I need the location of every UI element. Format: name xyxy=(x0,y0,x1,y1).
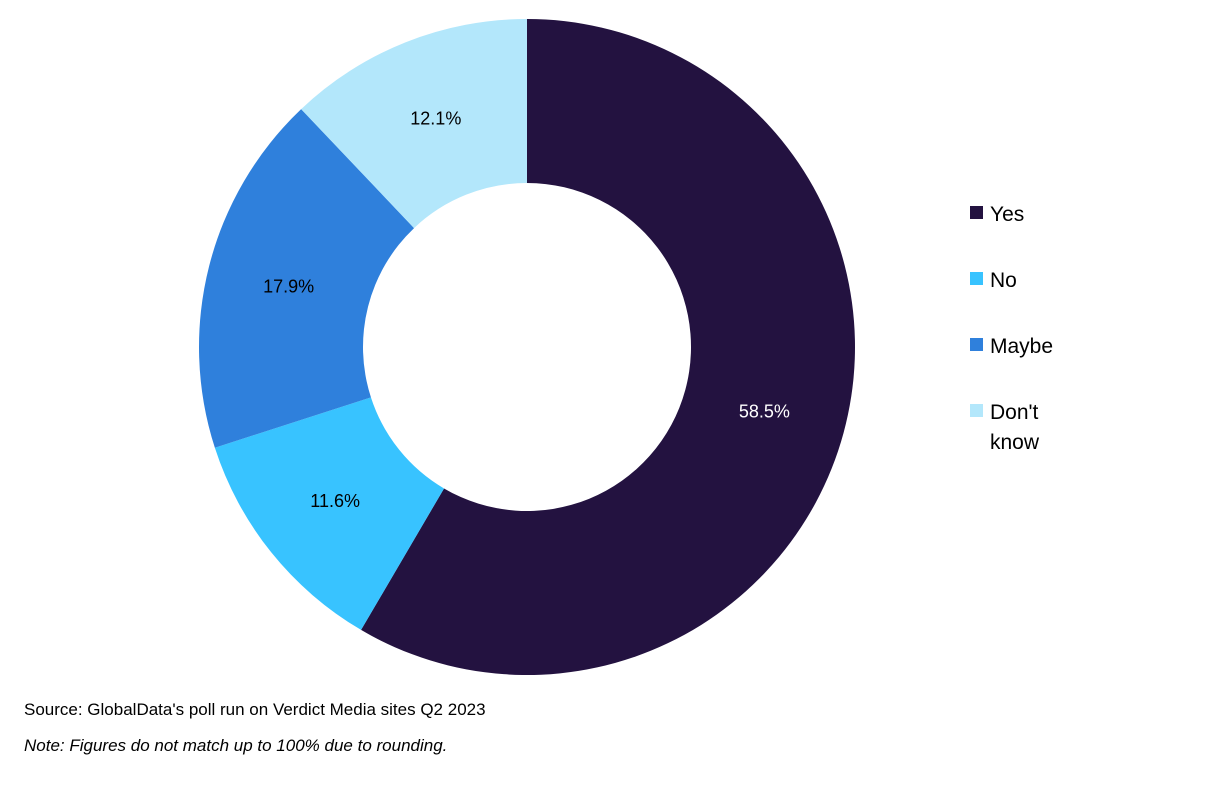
legend-label-no: No xyxy=(990,269,1017,292)
legend-item-dont-know: Don't know xyxy=(970,398,1170,458)
legend-swatch-dont-know xyxy=(970,404,983,417)
legend-label-yes: Yes xyxy=(990,203,1025,226)
legend-swatch-yes xyxy=(970,206,983,219)
slice-no xyxy=(214,397,445,630)
legend-item-yes: Yes xyxy=(970,200,1170,230)
legend-label-maybe: Maybe xyxy=(990,335,1054,358)
legend-item-no: No xyxy=(970,266,1170,296)
data-label-maybe: 17.9% xyxy=(263,276,314,296)
legend-label-dont-know: Don't know xyxy=(990,401,1040,454)
chart-legend: Yes No Maybe Don't know xyxy=(970,200,1170,494)
data-label-no: 11.6% xyxy=(310,491,360,511)
legend-item-maybe: Maybe xyxy=(970,332,1170,362)
rounding-note: Note: Figures do not match up to 100% du… xyxy=(24,736,448,755)
slice-yes xyxy=(361,19,855,675)
data-label-yes: 58.5% xyxy=(739,401,790,421)
legend-swatch-no xyxy=(970,272,983,285)
source-note: Source: GlobalData's poll run on Verdict… xyxy=(24,700,486,719)
data-label-don-t-know: 12.1% xyxy=(410,109,461,129)
slice-don-t-know xyxy=(301,19,527,229)
slice-maybe xyxy=(199,109,415,448)
legend-swatch-maybe xyxy=(970,338,983,351)
